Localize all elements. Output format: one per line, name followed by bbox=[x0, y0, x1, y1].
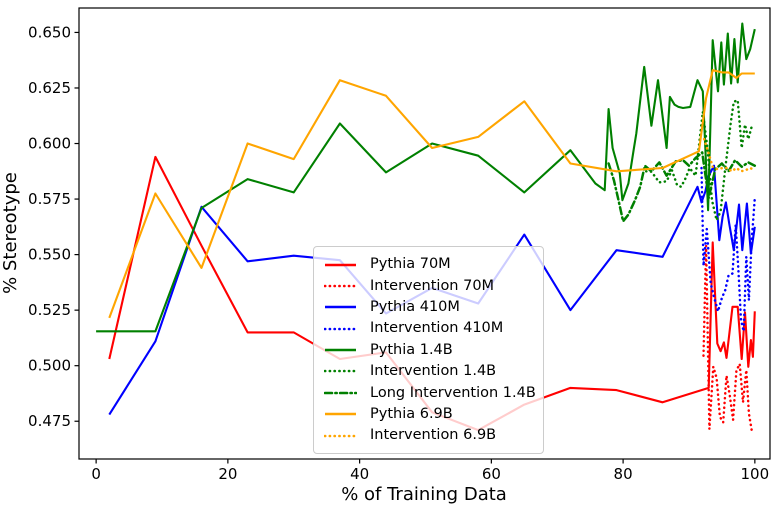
series-pythia-6-9b bbox=[108, 69, 755, 319]
y-tick-label: 0.575 bbox=[28, 190, 71, 208]
legend-item: Intervention 410M bbox=[324, 318, 533, 339]
series-intervention-1-4b bbox=[644, 98, 757, 222]
legend-item-label: Intervention 1.4B bbox=[370, 363, 497, 380]
x-tick-label: 100 bbox=[741, 465, 770, 483]
y-axis-label: % Stereotype bbox=[0, 172, 21, 294]
legend-item: Intervention 1.4B bbox=[324, 361, 533, 382]
legend-item-label: Intervention 410M bbox=[370, 320, 504, 337]
plot-frame bbox=[78, 7, 771, 460]
legend-sample-line-intervention-1-4b bbox=[324, 370, 357, 373]
legend-item: Pythia 1.4B bbox=[324, 340, 533, 361]
legend-sample-line-pythia-6-9b bbox=[325, 412, 356, 416]
y-tick-label: 0.600 bbox=[28, 135, 71, 153]
y-tick-label: 0.475 bbox=[28, 412, 71, 430]
legend: Pythia 70M Intervention 70M Pythia 410M Int… bbox=[313, 246, 544, 454]
legend-sample-line-long-intervention-1-4b bbox=[324, 391, 357, 395]
legend-item-label: Pythia 70M bbox=[370, 256, 451, 273]
x-tick-label: 80 bbox=[614, 465, 633, 483]
legend-item-label: Pythia 1.4B bbox=[370, 341, 453, 358]
legend-item: Pythia 70M bbox=[324, 254, 533, 275]
legend-item-label: Intervention 6.9B bbox=[370, 427, 497, 444]
legend-item: Pythia 410M bbox=[324, 297, 533, 318]
legend-item-label: Intervention 70M bbox=[370, 277, 495, 294]
y-tick-label: 0.625 bbox=[28, 79, 71, 97]
x-tick-label: 60 bbox=[482, 465, 501, 483]
x-tick-label: 40 bbox=[350, 465, 369, 483]
legend-item: Pythia 6.9B bbox=[324, 404, 533, 425]
x-tick-label: 20 bbox=[218, 465, 237, 483]
legend-item-label: Pythia 410M bbox=[370, 299, 460, 315]
plot-area bbox=[96, 22, 757, 432]
legend-item-label: Long Intervention 1.4B bbox=[370, 384, 536, 401]
legend-item-label: Pythia 6.9B bbox=[370, 405, 453, 422]
y-tick-label: 0.550 bbox=[28, 246, 71, 264]
legend-sample-line-intervention-6-9b bbox=[324, 434, 357, 437]
series-intervention-6-9b bbox=[702, 137, 757, 173]
series-intervention-70m bbox=[702, 244, 757, 431]
y-tick-label: 0.525 bbox=[28, 301, 71, 319]
x-tick-label: 0 bbox=[91, 465, 101, 483]
axes-ticks: 0 20 40 60 80 100 0.475 0.500 0.525 0.550 0.575 0.6… bbox=[28, 23, 769, 483]
legend-sample-line-pythia-410m bbox=[325, 306, 356, 309]
legend-item: Intervention 6.9B bbox=[324, 425, 533, 446]
legend-sample-line-intervention-70m bbox=[324, 284, 357, 288]
legend-sample-line-pythia-1-4b bbox=[325, 348, 356, 352]
legend-item: Long Intervention 1.4B bbox=[324, 382, 536, 403]
legend-sample-line-intervention-410m bbox=[324, 327, 357, 330]
legend-item: Intervention 70M bbox=[324, 275, 533, 296]
x-axis-label: % of Training Data bbox=[341, 484, 507, 505]
legend-sample-line-pythia-70m bbox=[325, 263, 356, 266]
y-tick-label: 0.650 bbox=[28, 23, 71, 41]
y-tick-label: 0.500 bbox=[28, 357, 71, 375]
